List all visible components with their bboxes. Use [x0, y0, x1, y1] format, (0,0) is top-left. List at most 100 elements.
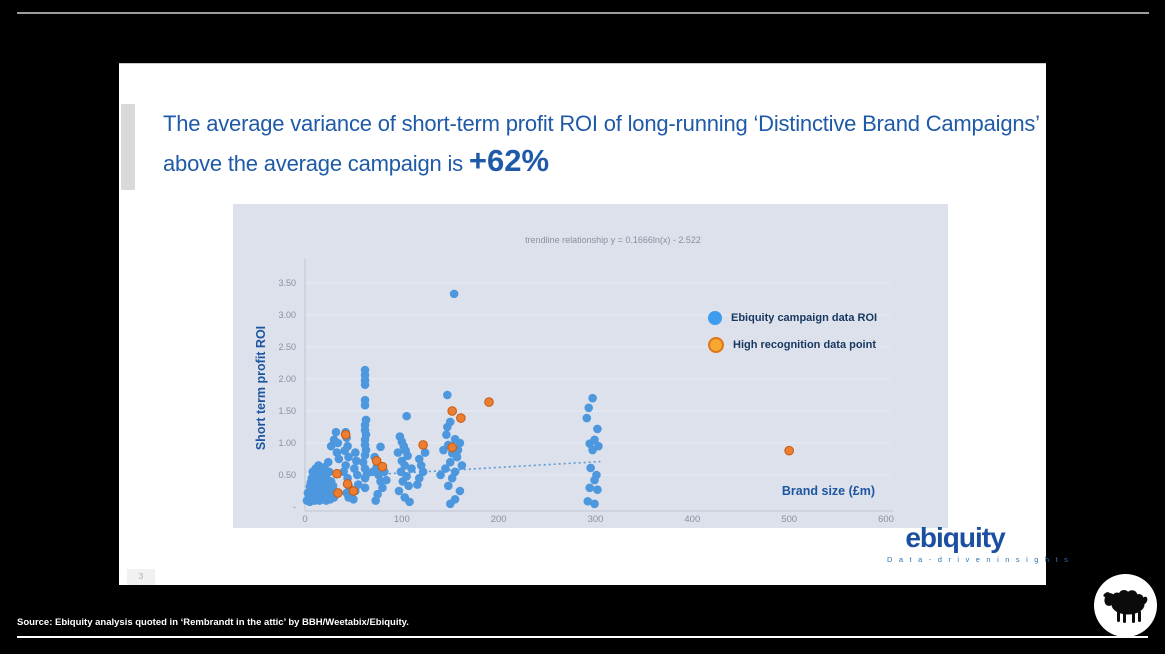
scatter-point [592, 470, 601, 480]
x-tick-label: 0 [302, 514, 307, 525]
source-text: Source: Ebiquity analysis quoted in ‘Rem… [17, 617, 409, 628]
scatter-point [449, 289, 459, 299]
scatter-svg: - 0.50 1.00 1.50 2.00 2.50 3.00 3.50 0 100 200 300 4… [278, 259, 894, 525]
scatter-point [418, 467, 428, 477]
scatter-point [407, 464, 416, 473]
scatter-point [447, 473, 457, 483]
scatter-point [436, 470, 445, 480]
legend-label-blue: Ebiquity campaign data ROI [731, 312, 878, 324]
y-tick-label: 3.50 [278, 278, 296, 288]
legend-item-orange: High recognition data point [708, 337, 876, 353]
scatter-point [784, 445, 794, 456]
scatter-point [360, 400, 370, 410]
scatter-point [455, 486, 465, 496]
scatter-point [405, 497, 414, 507]
scatter-point [382, 475, 391, 485]
scatter-point [323, 457, 333, 467]
ebiquity-logo: ebiquity D a t a - d r i v e n i n s i g… [887, 522, 1071, 565]
scatter-point [371, 456, 382, 466]
scatter-point [360, 483, 370, 493]
scatter-point [360, 380, 370, 390]
x-tick-label: 100 [394, 514, 410, 525]
scatter-point [352, 470, 362, 480]
scatter-point [342, 479, 353, 489]
scatter-point [414, 473, 424, 483]
trendline-annotation: trendline relationship y = 0.1666ln(x) -… [525, 235, 701, 245]
scatter-point [445, 457, 455, 467]
scatter-point [447, 406, 457, 416]
title-accent-bar [121, 104, 135, 190]
scatter-point [588, 393, 597, 403]
scatter-point [350, 464, 359, 473]
scatter-point [333, 488, 343, 498]
scatter-point [348, 486, 359, 496]
scatter-point [403, 451, 412, 461]
page-number-badge: 3 [127, 569, 155, 585]
bottom-divider-line [17, 636, 1148, 638]
scatter-point [352, 456, 361, 466]
x-tick-label: 600 [878, 514, 894, 525]
scatter-point [371, 496, 380, 505]
x-tick-label: 400 [684, 514, 700, 525]
scatter-point [396, 467, 406, 477]
y-axis-title: Short term profit ROI [254, 325, 268, 451]
legend-swatch-orange-icon [708, 337, 724, 353]
scatter-point [444, 481, 453, 491]
legend-label-orange: High recognition data point [733, 339, 876, 351]
scatter-point [590, 499, 599, 509]
scatter-point [584, 403, 594, 413]
scatter-point [441, 464, 450, 473]
y-tick-label: - [293, 502, 296, 512]
scatter-point [418, 440, 428, 450]
ebiquity-logo-tagline: D a t a - d r i v e n i n s i g h t s [887, 555, 1071, 564]
scatter-point [402, 471, 411, 481]
scatter-point [456, 413, 466, 423]
scatter-chart-panel: trendline relationship y = 0.1666ln(x) -… [233, 204, 948, 528]
scatter-point [324, 467, 334, 477]
legend-swatch-blue-icon [708, 311, 722, 325]
scatter-point [344, 452, 353, 462]
scatter-point [376, 442, 385, 452]
slide-title: The average variance of short-term profi… [163, 108, 1043, 183]
scatter-point [452, 452, 462, 462]
scatter-point [586, 463, 595, 473]
scatter-point [593, 424, 602, 434]
scatter-point [378, 483, 387, 493]
scatter-point [447, 442, 457, 453]
scatter-point [402, 411, 411, 421]
y-tick-label: 1.50 [278, 406, 296, 416]
scatter-point [455, 438, 465, 448]
scatter-point [450, 467, 460, 477]
y-tick-label: 0.50 [278, 470, 296, 480]
scatter-point [358, 457, 368, 467]
scatter-point [594, 441, 603, 451]
scatter-point [326, 441, 336, 451]
scatter-point [450, 495, 460, 504]
x-tick-label: 500 [781, 514, 797, 525]
scatter-point [585, 483, 594, 493]
scatter-point [328, 481, 338, 491]
scatter-point [351, 448, 360, 457]
x-tick-label: 300 [588, 514, 604, 525]
scatter-point [404, 481, 413, 491]
scatter-point [443, 390, 452, 400]
ebiquity-logo-text: ebiquity [905, 522, 1005, 553]
top-divider-line [17, 12, 1149, 14]
scatter-point [445, 417, 455, 427]
x-tick-label: 200 [491, 514, 507, 525]
x-axis-title: Brand size (£m) [781, 484, 875, 498]
scatter-point [331, 427, 341, 437]
y-tick-label: 2.50 [278, 342, 296, 352]
scatter-point [333, 438, 343, 448]
scatter-point [394, 486, 404, 496]
scatter-point [377, 461, 388, 472]
scatter-point [583, 496, 593, 506]
slide-title-highlight: +62% [468, 143, 550, 179]
scatter-point [457, 461, 467, 470]
scatter-point [590, 435, 599, 445]
scatter-point [400, 461, 410, 470]
scatter-point [420, 448, 430, 457]
scatter-point [360, 450, 370, 460]
scatter-point [340, 429, 351, 440]
